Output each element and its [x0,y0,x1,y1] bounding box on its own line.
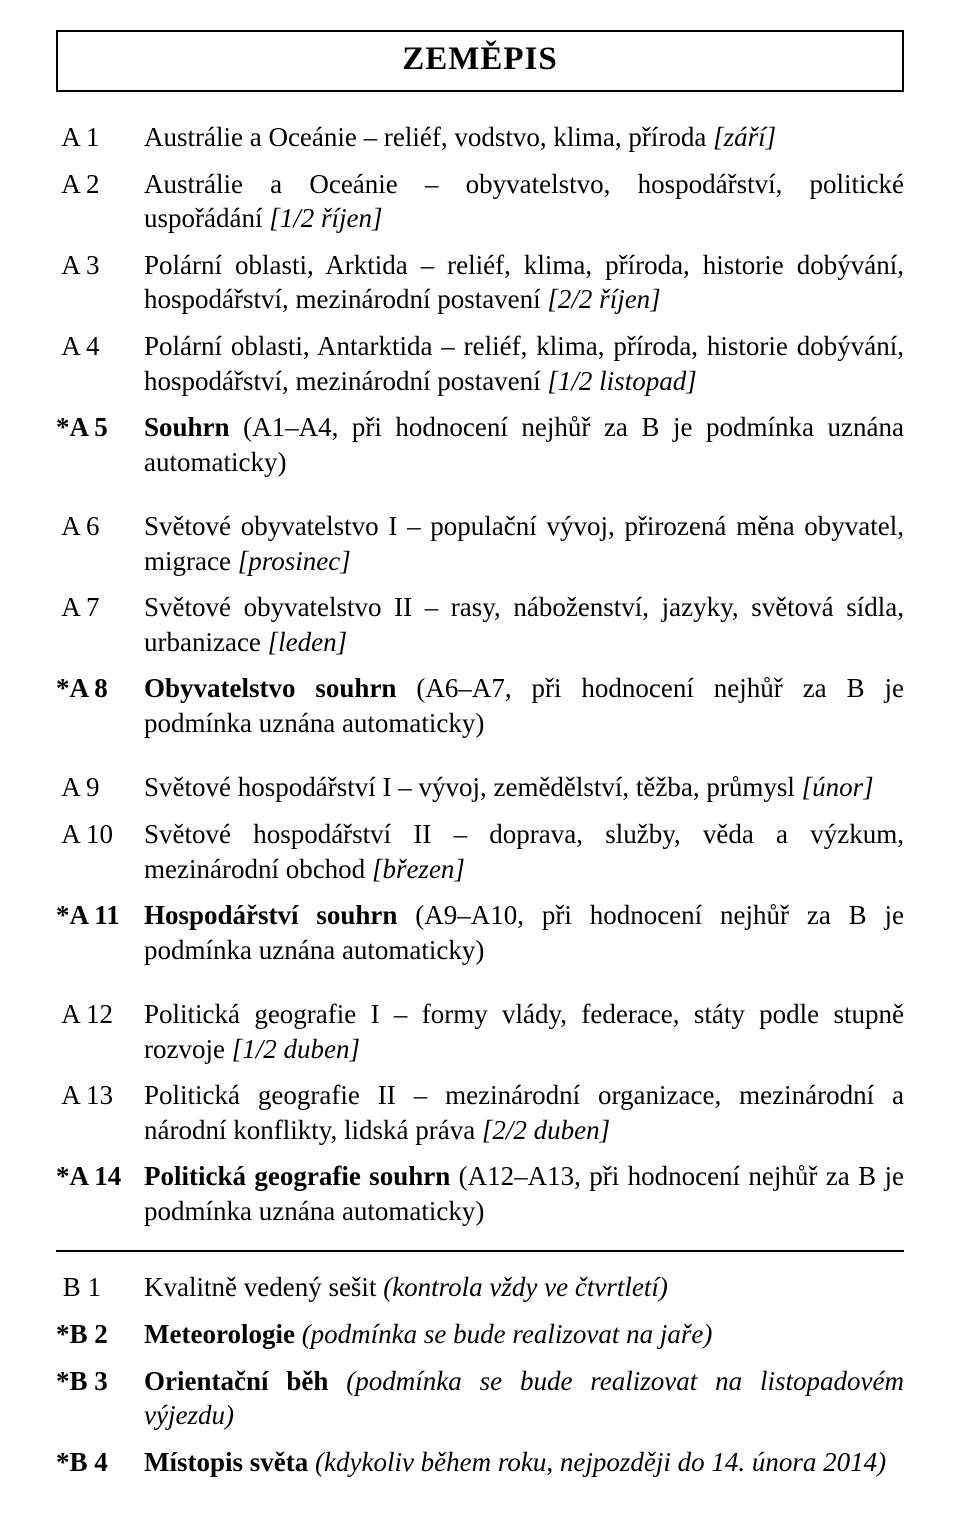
entry-code: *B 3 [56,1364,144,1399]
entry-code: A 1 [56,120,144,155]
entry-text-part: Světové hospodářství II – doprava, služb… [144,819,904,884]
syllabus-entry: A 2Austrálie a Oceánie – obyvatelstvo, h… [56,167,904,236]
entry-text-part: (A1–A4, při hodnocení nejhůř za B je pod… [144,412,904,477]
entry-text-part [328,1366,346,1396]
syllabus-entry: *B 3Orientační běh (podmínka se bude rea… [56,1364,904,1433]
entry-text: Politická geografie souhrn (A12–A13, při… [144,1159,904,1228]
entry-text-part: (kontrola vždy ve čtvrtletí) [383,1272,668,1302]
entry-code: A 3 [56,248,144,283]
entry-text-part [295,1319,302,1349]
entry-code: A 2 [56,167,144,202]
entry-code: A 7 [56,590,144,625]
section-divider [56,1250,904,1252]
syllabus-entry: *A 11Hospodářství souhrn (A9–A10, při ho… [56,898,904,967]
page-title: ZEMĚPIS [402,41,558,77]
entry-text: Obyvatelstvo souhrn (A6–A7, při hodnocen… [144,671,904,740]
syllabus-entry: *A 8Obyvatelstvo souhrn (A6–A7, při hodn… [56,671,904,740]
entry-text: Orientační běh (podmínka se bude realizo… [144,1364,904,1433]
entry-text-part: Polární oblasti, Arktida – reliéf, klima… [144,250,904,315]
entry-text-part: Austrálie a Oceánie – obyvatelstvo, hosp… [144,169,904,234]
entry-code: B 1 [56,1270,144,1305]
entry-text: Světové hospodářství I – vývoj, zeměděls… [144,770,904,805]
entry-code: *A 5 [56,410,144,445]
syllabus-entry: A 6Světové obyvatelstvo I – populační vý… [56,509,904,578]
entry-text: Světové obyvatelstvo I – populační vývoj… [144,509,904,578]
entry-text-part: [1/2 duben] [232,1034,360,1064]
syllabus-entry: A 4Polární oblasti, Antarktida – reliéf,… [56,329,904,398]
entry-text-part: Polární oblasti, Antarktida – reliéf, kl… [144,331,904,396]
entry-text-part: (kdykoliv během roku, nejpozději do 14. … [315,1447,886,1477]
entry-code: A 10 [56,817,144,852]
entry-text-part: [březen] [372,854,465,884]
entry-code: *B 2 [56,1317,144,1352]
entry-text-part: [1/2 listopad] [547,366,696,396]
syllabus-entry: A 12Politická geografie I – formy vlády,… [56,997,904,1066]
syllabus-entry: A 9Světové hospodářství I – vývoj, zeměd… [56,770,904,805]
entry-text: Meteorologie (podmínka se bude realizova… [144,1317,904,1352]
syllabus-entry: A 1Austrálie a Oceánie – reliéf, vodstvo… [56,120,904,155]
syllabus-entry: A 7Světové obyvatelstvo II – rasy, nábož… [56,590,904,659]
entry-text-part: Meteorologie [144,1319,295,1349]
entry-code: *A 8 [56,671,144,706]
entry-text-part [308,1447,315,1477]
entry-text: Místopis světa (kdykoliv během roku, nej… [144,1445,904,1480]
entry-text-part: Orientační běh [144,1366,328,1396]
entry-text-part: Kvalitně vedený sešit [144,1272,383,1302]
entry-code: *A 11 [56,898,144,933]
syllabus-entry: A 13Politická geografie II – mezinárodní… [56,1078,904,1147]
entry-text-part: Světové hospodářství I – vývoj, zeměděls… [144,772,802,802]
entry-text-part: Souhrn [144,412,230,442]
page-title-box: ZEMĚPIS [56,30,904,92]
entry-text-part: [2/2 duben] [482,1115,610,1145]
entry-text-part: [leden] [268,627,347,657]
entry-text: Světové hospodářství II – doprava, služb… [144,817,904,886]
entry-text: Politická geografie II – mezinárodní org… [144,1078,904,1147]
entry-code: A 12 [56,997,144,1032]
entry-code: A 13 [56,1078,144,1113]
entry-text-part: Hospodářství souhrn [144,900,397,930]
entries-list: A 1Austrálie a Oceánie – reliéf, vodstvo… [56,120,904,1479]
entry-text-part: [prosinec] [238,546,351,576]
syllabus-entry: A 10Světové hospodářství II – doprava, s… [56,817,904,886]
entry-code: *A 14 [56,1159,144,1194]
entry-text-part: [2/2 říjen] [547,284,660,314]
entry-text-part: Politická geografie souhrn [144,1161,450,1191]
syllabus-entry: *A 14Politická geografie souhrn (A12–A13… [56,1159,904,1228]
entry-text-part: Místopis světa [144,1447,308,1477]
entry-text: Politická geografie I – formy vlády, fed… [144,997,904,1066]
syllabus-entry: *B 2Meteorologie (podmínka se bude reali… [56,1317,904,1352]
spacer [56,979,904,997]
entry-text: Světové obyvatelstvo II – rasy, nábožens… [144,590,904,659]
entry-code: A 6 [56,509,144,544]
entry-text: Polární oblasti, Antarktida – reliéf, kl… [144,329,904,398]
entry-text: Polární oblasti, Arktida – reliéf, klima… [144,248,904,317]
syllabus-entry: *B 4Místopis světa (kdykoliv během roku,… [56,1445,904,1480]
entry-text-part: Austrálie a Oceánie – reliéf, vodstvo, k… [144,122,713,152]
entry-text-part: Světové obyvatelstvo II – rasy, nábožens… [144,592,904,657]
entry-text: Souhrn (A1–A4, při hodnocení nejhůř za B… [144,410,904,479]
entry-text-part: [1/2 říjen] [269,203,382,233]
entry-code: *B 4 [56,1445,144,1480]
syllabus-entry: B 1Kvalitně vedený sešit (kontrola vždy … [56,1270,904,1305]
spacer [56,491,904,509]
entry-text: Austrálie a Oceánie – reliéf, vodstvo, k… [144,120,904,155]
entry-text-part: [únor] [802,772,874,802]
syllabus-entry: A 3Polární oblasti, Arktida – reliéf, kl… [56,248,904,317]
entry-text: Austrálie a Oceánie – obyvatelstvo, hosp… [144,167,904,236]
syllabus-entry: *A 5Souhrn (A1–A4, při hodnocení nejhůř … [56,410,904,479]
entry-text-part: (podmínka se bude realizovat na jaře) [302,1319,713,1349]
spacer [56,752,904,770]
entry-text: Hospodářství souhrn (A9–A10, při hodnoce… [144,898,904,967]
entry-text: Kvalitně vedený sešit (kontrola vždy ve … [144,1270,904,1305]
entry-code: A 9 [56,770,144,805]
entry-text-part: [září] [713,122,776,152]
entry-code: A 4 [56,329,144,364]
entry-text-part: Obyvatelstvo souhrn [144,673,396,703]
